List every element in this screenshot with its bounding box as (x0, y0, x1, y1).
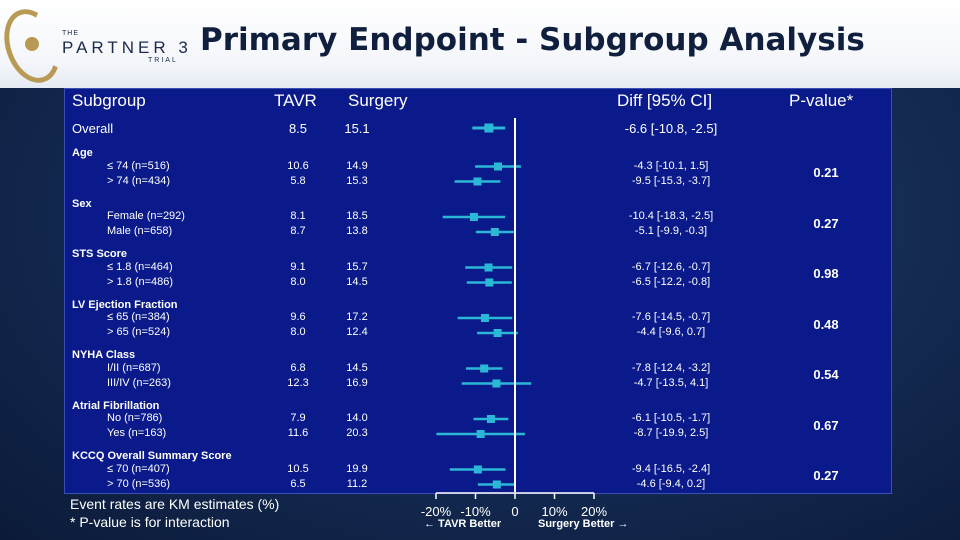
x-axis-tick-label: -20% (421, 504, 452, 519)
subgroup-label: ≤ 74 (n=516) (107, 159, 170, 172)
surgery-better-label: Surgery Better → (538, 518, 629, 530)
subgroup-tavr: 7.9 (290, 412, 306, 424)
subgroup-ci-text: -10.4 [-18.3, -2.5] (628, 210, 714, 222)
logo-trial-text: TRIAL (148, 57, 178, 64)
group-pvalue: 0.67 (813, 417, 839, 433)
overall-label: Overall (72, 121, 114, 136)
col-header-pvalue: P-value* (789, 91, 854, 110)
subgroup-surgery: 14.5 (346, 361, 368, 374)
subgroup-tavr: 8.0 (290, 275, 306, 288)
slide-header: THE PARTNER 3 TRIAL Primary Endpoint - S… (0, 0, 960, 91)
group-title: LV Ejection Fraction (72, 298, 178, 311)
group-pvalue: 0.48 (813, 316, 839, 332)
logo-the-text: THE (62, 30, 79, 37)
subgroup-label: III/IV (n=263) (107, 376, 171, 389)
overall-ci-text: -6.6 [-10.8, -2.5] (624, 121, 718, 136)
subgroup-surgery: 18.5 (346, 210, 368, 222)
group-title: Age (72, 147, 93, 159)
x-axis-tick-label: 20% (581, 504, 607, 519)
subgroup-label: I/II (n=687) (107, 361, 161, 374)
subgroup-label: ≤ 65 (n=384) (107, 311, 170, 323)
subgroup-ci-text: -9.5 [-15.3, -3.7] (631, 174, 711, 187)
subgroup-tavr: 8.1 (290, 210, 306, 222)
group-title: KCCQ Overall Summary Score (72, 450, 232, 462)
group-title: Sex (72, 197, 92, 210)
subgroup-surgery: 15.7 (346, 260, 368, 273)
subgroup-label: > 1.8 (n=486) (107, 275, 174, 288)
tavr-better-label: ← TAVR Better (424, 518, 502, 530)
subgroup-ci-text: -5.1 [-9.9, -0.3] (634, 225, 708, 237)
subgroup-label: ≤ 70 (n=407) (107, 462, 170, 475)
subgroup-tavr: 10.6 (287, 159, 309, 172)
subgroup-label: > 70 (n=536) (107, 477, 170, 490)
subgroup-surgery: 19.9 (346, 462, 368, 475)
footnote-pvalue: * P-value is for interaction (70, 514, 230, 530)
subgroup-tavr: 6.8 (290, 361, 306, 374)
subgroup-ci-text: -4.6 [-9.4, 0.2] (636, 477, 706, 490)
subgroup-tavr: 9.6 (290, 311, 306, 323)
footnote-km: Event rates are KM estimates (%) (70, 496, 280, 512)
x-axis-tick-label: 10% (541, 504, 567, 519)
col-header-subgroup: Subgroup (72, 91, 146, 110)
subgroup-surgery: 17.2 (346, 311, 368, 323)
group-title: Atrial Fibrillation (72, 399, 160, 412)
col-header-diff: Diff [95% CI] (617, 91, 713, 110)
group-pvalue: 0.98 (813, 266, 839, 281)
subgroup-label: Yes (n=163) (107, 427, 167, 439)
subgroup-surgery: 14.0 (346, 412, 368, 424)
subgroup-tavr: 8.0 (290, 326, 306, 338)
x-axis-tick-label: -10% (460, 504, 491, 519)
subgroup-tavr: 6.5 (290, 477, 306, 490)
subgroup-tavr: 12.3 (287, 376, 309, 389)
subgroup-label: > 74 (n=434) (107, 174, 170, 187)
subgroup-tavr: 11.6 (287, 427, 309, 439)
subgroup-ci-text: -7.6 [-14.5, -0.7] (631, 311, 711, 323)
x-axis-tick-label: 0 (511, 504, 518, 519)
subgroup-surgery: 13.8 (346, 225, 368, 237)
subgroup-ci-text: -6.5 [-12.2, -0.8] (631, 275, 711, 288)
subgroup-label: ≤ 1.8 (n=464) (107, 260, 173, 273)
subgroup-surgery: 14.9 (346, 159, 368, 172)
subgroup-surgery: 16.9 (346, 376, 368, 389)
partner-logo-dot-icon (25, 37, 39, 51)
subgroup-label: > 65 (n=524) (107, 326, 170, 338)
group-pvalue: 0.54 (813, 367, 839, 382)
subgroup-surgery: 12.4 (346, 326, 368, 338)
subgroup-ci-text: -4.4 [-9.6, 0.7] (636, 326, 706, 338)
group-pvalue: 0.27 (813, 215, 839, 231)
subgroup-tavr: 8.7 (290, 225, 306, 237)
group-title: STS Score (72, 248, 128, 260)
subgroup-ci-text: -6.7 [-12.6, -0.7] (631, 260, 711, 273)
subgroup-ci-text: -8.7 [-19.9, 2.5] (633, 427, 709, 439)
col-header-surgery: Surgery (348, 91, 408, 110)
logo-name-text: PARTNER 3 (62, 38, 192, 57)
subgroup-ci-text: -4.3 [-10.1, 1.5] (633, 159, 709, 172)
subgroup-label: No (n=786) (107, 412, 163, 424)
subgroup-tavr: 9.1 (290, 260, 306, 273)
subgroup-surgery: 14.5 (346, 275, 368, 288)
subgroup-ci-text: -4.7 [-13.5, 4.1] (633, 376, 709, 389)
overall-tavr: 8.5 (288, 121, 308, 136)
subgroup-tavr: 10.5 (287, 462, 309, 475)
subgroup-tavr: 5.8 (290, 174, 306, 187)
subgroup-surgery: 15.3 (346, 174, 368, 187)
overall-surgery: 15.1 (344, 121, 370, 136)
forest-panel (64, 88, 892, 494)
group-pvalue: 0.21 (813, 165, 839, 180)
col-header-tavr: TAVR (274, 91, 317, 110)
group-pvalue: 0.27 (813, 468, 839, 483)
subgroup-ci-text: -6.1 [-10.5, -1.7] (631, 412, 711, 424)
subgroup-label: Male (n=658) (107, 225, 173, 237)
subgroup-surgery: 11.2 (346, 477, 368, 490)
subgroup-ci-text: -7.8 [-12.4, -3.2] (631, 361, 711, 374)
group-title: NYHA Class (72, 349, 136, 361)
subgroup-ci-text: -9.4 [-16.5, -2.4] (631, 462, 711, 475)
subgroup-surgery: 20.3 (346, 427, 368, 439)
subgroup-label: Female (n=292) (107, 210, 185, 222)
slide-title: Primary Endpoint - Subgroup Analysis (200, 22, 865, 58)
